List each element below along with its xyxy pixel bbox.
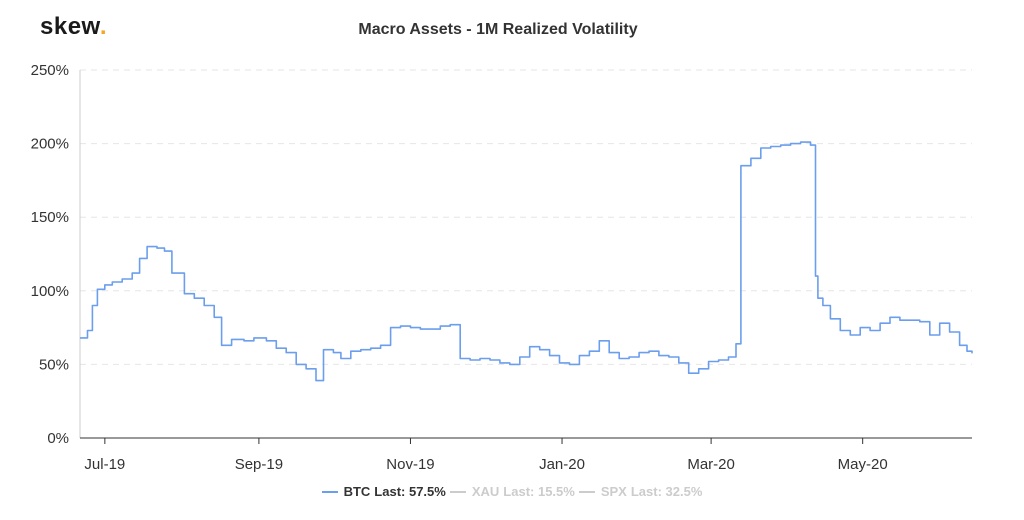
y-tick-label: 0% (47, 430, 69, 447)
legend-swatch-btc (321, 490, 338, 493)
y-tick-label: 250% (31, 62, 69, 79)
x-tick-label: Sep-19 (235, 456, 283, 473)
y-tick-label: 50% (39, 356, 69, 373)
legend-name-btc: BTC (343, 484, 371, 499)
skew-logo: skew. (40, 13, 107, 41)
x-tick-label: Jan-20 (539, 456, 585, 473)
legend-name-spx: SPX (600, 484, 627, 499)
x-axis: Jul-19 Sep-19 Nov-19 Jan-20 Mar-20 May-20 (80, 437, 972, 473)
grid-lines (80, 69, 972, 365)
logo-dot: . (99, 13, 107, 40)
legend-swatch-xau (449, 490, 466, 493)
x-tick-label: May-20 (838, 456, 888, 473)
legend-swatch-spx (578, 490, 595, 493)
y-axis: 0% 50% 100% 150% 200% 250% (31, 62, 81, 447)
x-tick-label: Mar-20 (687, 456, 735, 473)
legend-value-btc: Last: 57.5% (374, 484, 446, 499)
y-tick-label: 100% (31, 283, 69, 300)
series-lines (80, 141, 973, 382)
legend-value-xau: Last: 15.5% (503, 484, 575, 499)
legend-item-spx[interactable]: SPX Last: 32.5% (578, 484, 703, 499)
legend-name-xau: XAU (471, 484, 500, 499)
series-line-btc (80, 141, 973, 382)
logo-text: skew (40, 13, 100, 40)
legend-value-spx: Last: 32.5% (630, 484, 703, 499)
legend-item-xau[interactable]: XAU Last: 15.5% (449, 484, 575, 499)
legend-item-btc[interactable]: BTC Last: 57.5% (321, 484, 446, 499)
y-tick-label: 150% (31, 209, 69, 226)
chart-legend: BTC Last: 57.5% XAU Last: 15.5% SPX Last… (0, 484, 1024, 499)
x-tick-label: Jul-19 (84, 456, 125, 473)
chart-title: Macro Assets - 1M Realized Volatility (358, 21, 638, 38)
x-tick-label: Nov-19 (386, 456, 434, 473)
y-tick-label: 200% (31, 136, 69, 153)
